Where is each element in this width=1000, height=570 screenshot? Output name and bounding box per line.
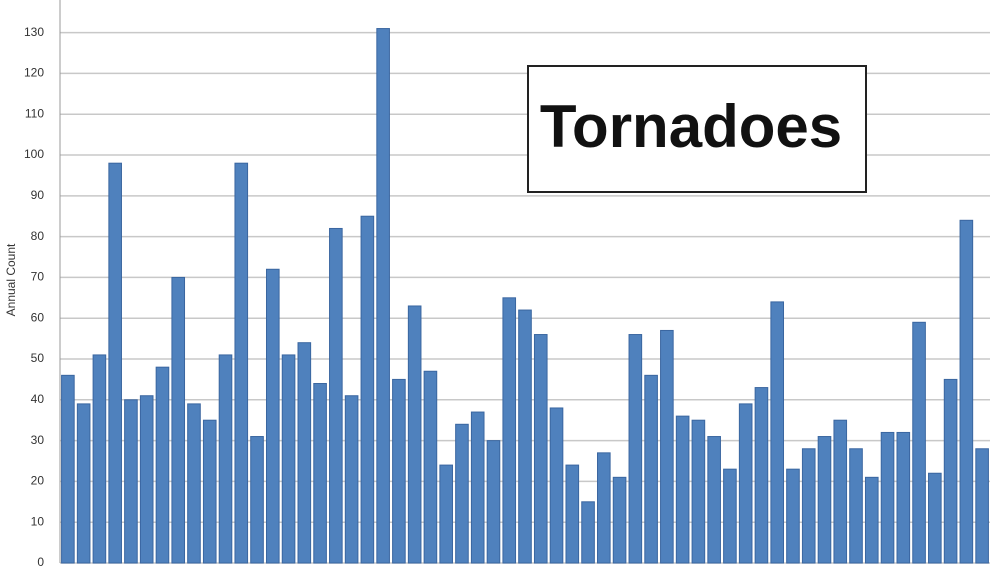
bar [265, 268, 280, 564]
bar [817, 436, 832, 564]
bar [912, 321, 926, 564]
bar [234, 162, 249, 564]
bar [187, 403, 201, 564]
bar [360, 215, 375, 564]
bar [896, 431, 911, 564]
bar [660, 329, 674, 564]
y-tick-label: 60 [31, 310, 45, 324]
bar [329, 227, 343, 564]
bar [250, 436, 264, 564]
bar [344, 395, 359, 564]
bar [139, 395, 154, 564]
y-tick-label: 0 [37, 555, 44, 569]
y-tick-label: 120 [24, 66, 44, 80]
bar [959, 219, 974, 564]
bar [549, 407, 564, 564]
bar [928, 472, 942, 564]
bar [723, 468, 737, 564]
bar [754, 387, 769, 564]
bar [297, 342, 312, 564]
bar [407, 305, 422, 564]
y-tick-label: 50 [31, 351, 45, 365]
y-tick-label: 30 [31, 433, 45, 447]
bar [738, 403, 753, 564]
bar [786, 468, 800, 564]
bar [439, 464, 453, 564]
bar [155, 366, 170, 564]
y-tick-label: 110 [25, 106, 44, 120]
bar [707, 436, 721, 564]
bar [108, 162, 122, 564]
bar [943, 378, 958, 564]
bar [376, 28, 390, 564]
bar [470, 411, 485, 564]
bar [533, 334, 548, 564]
bar [76, 403, 91, 564]
y-axis-label: Annual Count [4, 243, 18, 316]
y-tick-label: 130 [24, 25, 44, 39]
bar [171, 276, 186, 564]
bar [644, 374, 658, 564]
y-tick-label: 20 [31, 474, 45, 488]
y-tick-label: 90 [31, 188, 45, 202]
bar [581, 501, 595, 564]
bar [864, 476, 879, 564]
bar [92, 354, 107, 564]
bar [486, 440, 501, 564]
y-tick-label: 100 [24, 147, 44, 161]
bar [675, 415, 690, 564]
bar [392, 378, 406, 564]
y-tick-label: 70 [31, 270, 45, 284]
bar [975, 448, 989, 564]
bar [455, 423, 469, 564]
bar [833, 419, 848, 564]
bar [423, 370, 438, 564]
bar [770, 301, 785, 564]
bar [281, 354, 296, 564]
bar [628, 334, 643, 564]
bar [202, 419, 217, 564]
annotation-box [527, 65, 867, 193]
y-tick-label: 80 [31, 229, 45, 243]
y-tick-label: 40 [31, 392, 45, 406]
annotation: Tornadoes [540, 93, 842, 160]
bar [124, 399, 138, 564]
bar [565, 464, 580, 564]
bar [597, 452, 611, 564]
y-tick-label: 10 [31, 514, 45, 528]
bar [313, 382, 327, 564]
bar [880, 431, 895, 564]
bar [801, 448, 816, 564]
bar [612, 476, 627, 564]
bar [218, 354, 233, 564]
bar [691, 419, 706, 564]
bar [518, 309, 532, 564]
bar [502, 297, 517, 564]
bar [61, 374, 75, 564]
bar [849, 448, 863, 564]
